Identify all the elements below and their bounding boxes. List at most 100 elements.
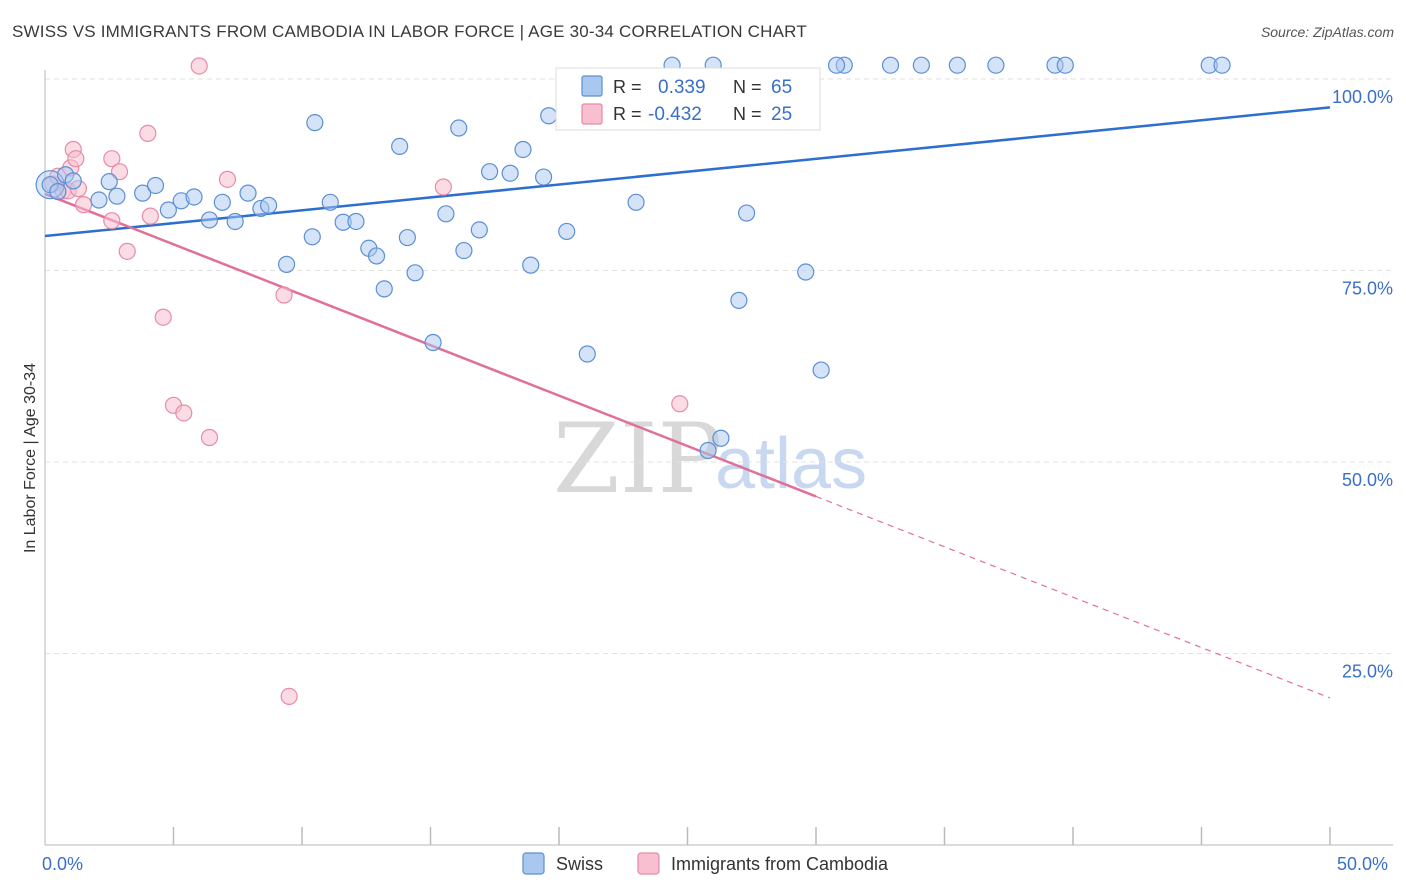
- swiss-point-6: [108, 187, 126, 205]
- swiss-point-7: [134, 184, 152, 202]
- chart-title: SWISS VS IMMIGRANTS FROM CAMBODIA IN LAB…: [12, 22, 807, 41]
- swiss-point-40: [540, 107, 558, 125]
- swiss-point-58: [948, 56, 966, 74]
- watermark-atlas: atlas: [715, 424, 867, 504]
- swiss-point-5: [100, 173, 118, 191]
- y-tick-labels: 25.0% 50.0% 75.0% 100.0%: [1332, 87, 1393, 682]
- stats-swatch-swiss: [581, 75, 603, 97]
- swiss-point-64: [827, 56, 846, 74]
- y-tick-label-75: 75.0%: [1342, 279, 1393, 299]
- bottom-legend: Swiss Immigrants from Cambodia: [522, 852, 889, 875]
- axes: [44, 70, 1393, 846]
- cambodia-point-13: [139, 124, 157, 142]
- source-label: Source: ZipAtlas.com: [1260, 24, 1394, 40]
- stats-cambodia-r-value: -0.432: [648, 104, 702, 125]
- cambodia-point-17: [175, 404, 193, 422]
- swiss-point-38: [522, 256, 540, 274]
- swiss-point-4: [90, 191, 108, 209]
- cambodia-point-10: [103, 212, 121, 230]
- cambodia-point-21: [275, 286, 293, 304]
- swiss-point-3: [64, 172, 82, 190]
- stats-swiss-r-value: 0.339: [658, 77, 706, 98]
- swiss-point-31: [437, 205, 455, 223]
- cambodia-point-14: [141, 207, 159, 225]
- cambodia-point-15: [154, 308, 172, 326]
- swiss-point-25: [367, 247, 386, 265]
- gridlines: [45, 78, 1393, 654]
- swiss-point-63: [1213, 56, 1231, 74]
- swiss-point-36: [501, 164, 519, 182]
- x-tick-label-min: 0.0%: [42, 854, 83, 874]
- trend-line-cambodia-extrapolated: [815, 495, 1331, 699]
- cambodia-point-11: [110, 163, 129, 181]
- cambodia-point-8: [74, 196, 93, 214]
- stats-swiss-n-value: 65: [771, 77, 792, 98]
- swiss-point-9: [159, 201, 177, 219]
- swiss-point-59: [987, 56, 1005, 74]
- swiss-point-49: [712, 429, 730, 447]
- swiss-point-14: [226, 212, 244, 231]
- swiss-point-29: [406, 264, 424, 282]
- swiss-point-13: [213, 193, 231, 211]
- cambodia-point-19: [200, 428, 219, 447]
- swiss-point-53: [797, 263, 815, 281]
- swiss-point-57: [912, 56, 930, 74]
- cambodia-point-24: [671, 395, 689, 413]
- stats-cambodia-n-value: 25: [771, 104, 792, 125]
- cambodia-point-9: [103, 150, 121, 168]
- swiss-point-11: [185, 188, 203, 206]
- swiss-point-1: [49, 183, 67, 201]
- swiss-point-18: [277, 255, 296, 273]
- swiss-point-20: [306, 114, 324, 132]
- cambodia-point-18: [190, 57, 208, 75]
- swiss-point-33: [455, 241, 473, 260]
- swiss-point-41: [558, 222, 576, 241]
- swiss-point-28: [398, 228, 416, 247]
- swiss-point-34: [470, 221, 488, 239]
- swiss-point-54: [812, 361, 830, 379]
- y-tick-label-25: 25.0%: [1342, 662, 1393, 682]
- x-tick-label-max: 50.0%: [1337, 854, 1388, 874]
- swiss-point-8: [146, 176, 165, 195]
- swiss-point-51: [738, 204, 756, 222]
- swiss-point-27: [391, 137, 409, 156]
- swiss-point-37: [514, 140, 532, 159]
- cambodia-point-6: [67, 150, 85, 168]
- swiss-point-32: [450, 119, 468, 137]
- y-axis-title: In Labor Force | Age 30-34: [22, 363, 39, 553]
- swiss-point-19: [303, 228, 321, 246]
- x-ticks: [172, 827, 1331, 845]
- swiss-point-26: [375, 280, 393, 298]
- y-tick-label-50: 50.0%: [1342, 470, 1393, 490]
- swiss-point-56: [881, 56, 900, 74]
- stats-swiss-r-label: R =: [613, 77, 642, 97]
- swiss-point-42: [578, 345, 596, 363]
- legend-label-swiss: Swiss: [556, 854, 603, 874]
- swiss-point-50: [730, 291, 748, 309]
- stats-swiss-n-label: N =: [733, 77, 762, 97]
- stats-cambodia-n-label: N =: [733, 104, 762, 124]
- swiss-point-23: [347, 212, 365, 231]
- cambodia-point-23: [434, 178, 452, 196]
- swiss-point-30: [424, 333, 442, 352]
- swiss-point-35: [481, 163, 499, 181]
- stats-swatch-cambodia: [581, 103, 603, 125]
- swiss-point-47: [699, 441, 717, 460]
- cambodia-points: [44, 57, 689, 705]
- stats-cambodia-r-label: R =: [613, 104, 642, 124]
- legend-swatch-swiss: [522, 852, 545, 875]
- cambodia-point-22: [280, 687, 298, 705]
- cambodia-point-20: [218, 170, 237, 188]
- stats-box: R = 0.339 N = 65 R = -0.432 N = 25: [555, 67, 821, 131]
- cambodia-point-12: [118, 242, 136, 260]
- swiss-point-12: [200, 211, 219, 229]
- swiss-point-21: [321, 193, 339, 211]
- swiss-point-45: [627, 193, 645, 211]
- legend-label-cambodia: Immigrants from Cambodia: [671, 854, 889, 874]
- swiss-point-15: [239, 184, 257, 202]
- swiss-points: [35, 56, 1231, 460]
- swiss-point-61: [1056, 56, 1074, 74]
- y-tick-label-100: 100.0%: [1332, 87, 1393, 107]
- swiss-point-17: [259, 196, 278, 214]
